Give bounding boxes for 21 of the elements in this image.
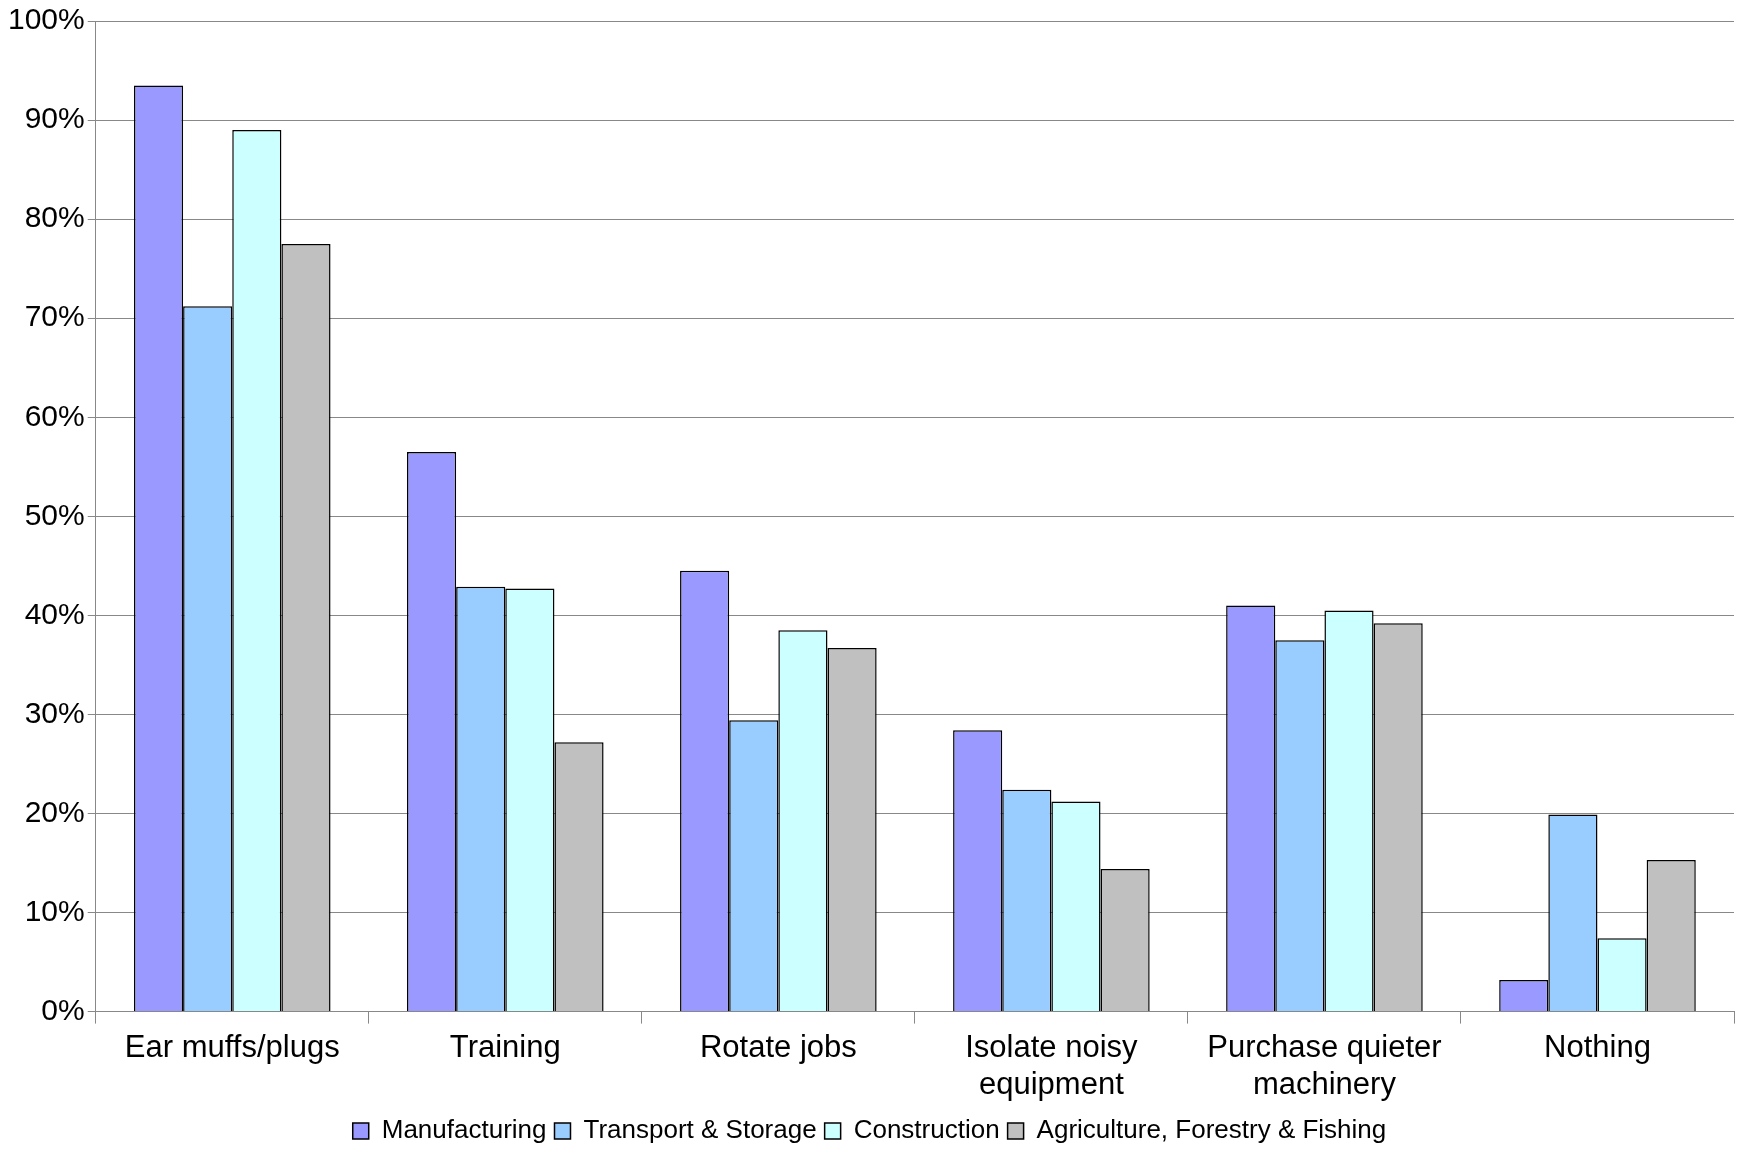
x-tick-label: Rotate jobs — [699, 1028, 857, 1064]
y-tick-label: 80% — [24, 200, 85, 234]
legend-label: Manufacturing — [381, 1114, 547, 1145]
y-tick-label: 10% — [24, 893, 85, 927]
y-tick-label: 100% — [7, 2, 85, 36]
y-tick-label: 60% — [24, 398, 85, 432]
legend-label: Transport & Storage — [583, 1114, 817, 1145]
legend-label: Agriculture, Forestry & Fishing — [1036, 1114, 1387, 1145]
y-tick-label: 30% — [24, 695, 85, 729]
legend-label: Construction — [853, 1114, 1000, 1145]
y-tick-label: 0% — [41, 992, 85, 1026]
y-tick-label: 20% — [24, 794, 85, 828]
y-tick-label: 90% — [24, 101, 85, 135]
y-tick-label: 50% — [24, 497, 85, 531]
y-tick-label: 40% — [24, 596, 85, 630]
x-tick-label: Nothing — [1544, 1028, 1651, 1064]
x-tick-label: Training — [449, 1028, 561, 1064]
y-tick-label: 70% — [24, 299, 85, 333]
x-tick-label: Ear muffs/plugs — [124, 1028, 340, 1064]
x-tick-label: Purchase quieter machinery — [1207, 1028, 1442, 1101]
x-tick-label: Isolate noisy equipment — [965, 1028, 1139, 1101]
